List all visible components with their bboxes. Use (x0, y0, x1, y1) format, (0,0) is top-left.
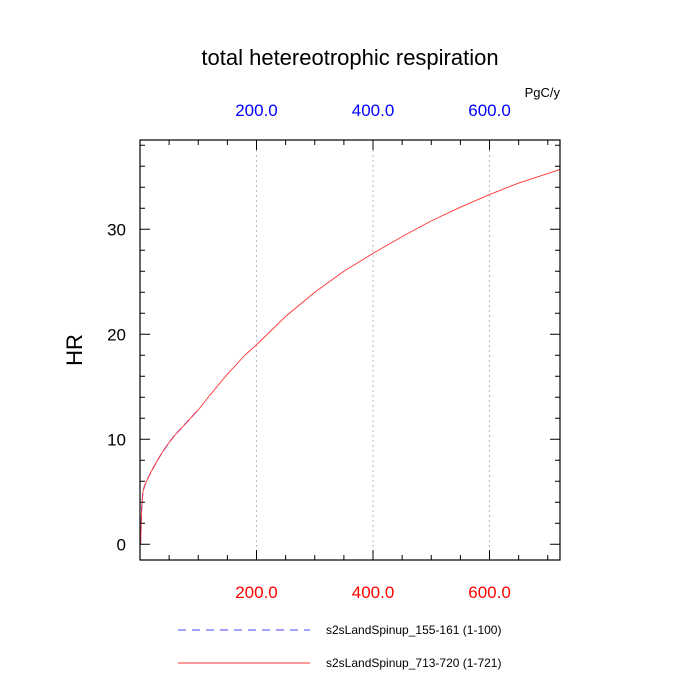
y-tick-label: 30 (107, 220, 126, 239)
y-tick-label: 20 (107, 325, 126, 344)
x-tick-label-bottom: 600.0 (468, 583, 511, 602)
ticks-layer: 200.0 200.0 400.0 400.0 600.0 600.0 0 10 20 30 (107, 101, 560, 602)
y-tick-label: 10 (107, 430, 126, 449)
legend: s2sLandSpinup_155-161 (1-100) s2sLandSpin… (178, 623, 501, 670)
series-line-2 (140, 168, 561, 545)
chart-title: total hetereotrophic respiration (201, 45, 498, 70)
x-tick-label-top: 200.0 (235, 101, 278, 120)
legend-label-1: s2sLandSpinup_155-161 (1-100) (326, 623, 501, 637)
x-tick-label-top: 600.0 (468, 101, 511, 120)
x-tick-label-top: 400.0 (352, 101, 395, 120)
grid-layer (256, 140, 491, 560)
series-layer (140, 168, 561, 545)
x-tick-label-bottom: 200.0 (235, 583, 278, 602)
plot-frame (139, 139, 561, 561)
top-axis-units: PgC/y (525, 85, 561, 100)
y-tick-label: 0 (117, 535, 126, 554)
series-line-1 (140, 409, 199, 545)
legend-label-2: s2sLandSpinup_713-720 (1-721) (326, 656, 501, 670)
y-axis-label: HR (62, 334, 87, 366)
x-tick-label-bottom: 400.0 (352, 583, 395, 602)
